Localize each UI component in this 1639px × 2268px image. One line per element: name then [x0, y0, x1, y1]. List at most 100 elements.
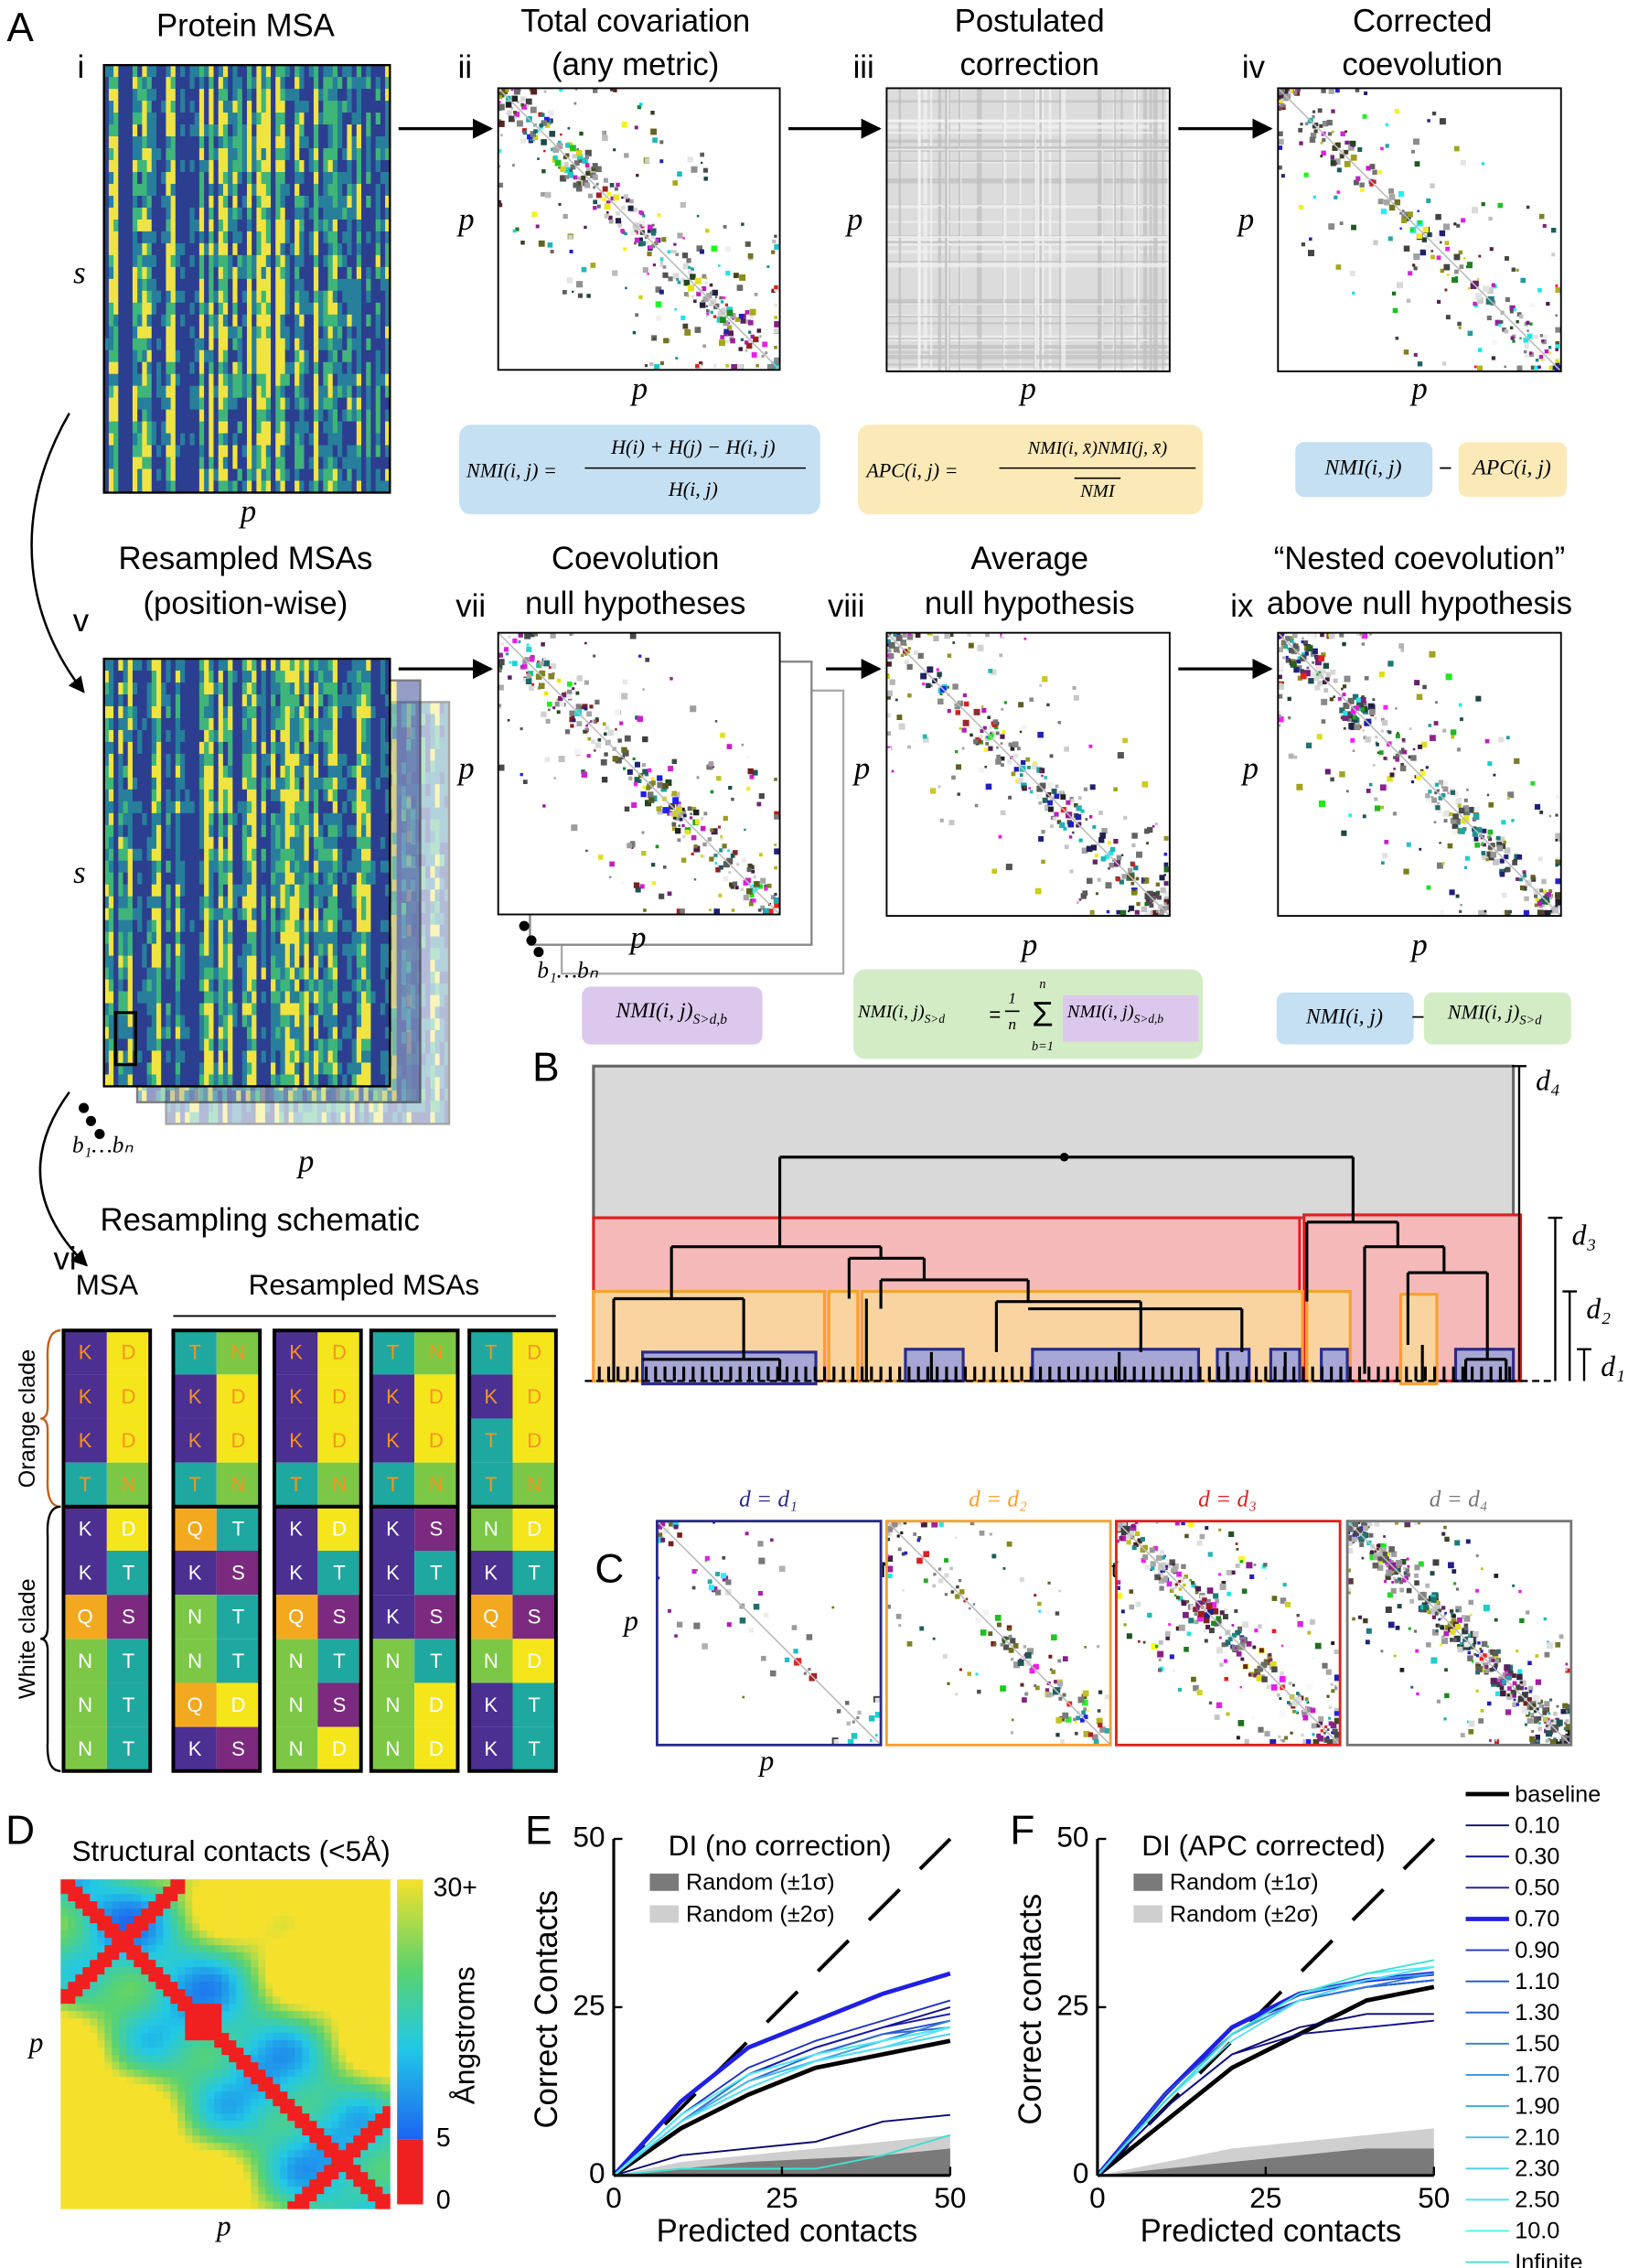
heatmap-cell	[573, 182, 579, 188]
msa-cell	[299, 445, 305, 458]
heatmap-cell	[1519, 337, 1522, 339]
msa-cell	[155, 314, 162, 328]
msa-cell	[284, 373, 291, 387]
heatmap-cell	[717, 310, 723, 317]
heatmap-cell	[1551, 253, 1556, 257]
heatmap-cell	[744, 340, 749, 345]
heatmap-cell	[696, 214, 700, 218]
heatmap-cell	[573, 102, 577, 105]
msa-cell	[123, 445, 129, 458]
msa-cell	[275, 242, 281, 256]
msa-cell	[218, 183, 224, 197]
heatmap-cell	[573, 175, 578, 180]
heatmap-stripe	[1112, 88, 1115, 371]
heatmap-cell	[1427, 231, 1432, 238]
label: NMI(i, x̄)NMI(j, x̄)	[1027, 438, 1168, 458]
msa-cell	[295, 457, 300, 469]
msa-cell	[284, 409, 291, 423]
msa-cell	[166, 409, 172, 423]
msa-cell	[375, 302, 381, 316]
msa-cell	[279, 1112, 284, 1124]
msa-cell	[166, 385, 172, 399]
msa-cell	[299, 124, 305, 137]
msa-cell	[375, 385, 381, 399]
msa-cell	[185, 314, 190, 328]
msa-cell	[237, 65, 243, 78]
heatmap-cell	[547, 242, 553, 248]
heatmap-cell	[1369, 182, 1374, 187]
heatmap-cell	[647, 273, 649, 275]
heatmap-cell	[1303, 172, 1309, 177]
msa-cell	[189, 231, 196, 244]
msa-cell	[180, 373, 186, 387]
heatmap-cell	[613, 148, 616, 152]
msa-cell	[356, 349, 362, 363]
msa-cell	[185, 468, 190, 481]
msa-cell	[127, 160, 134, 173]
heatmap-cell	[1413, 266, 1418, 271]
msa-cell	[385, 409, 391, 423]
msa-cell	[378, 1100, 384, 1113]
msa-cell	[185, 254, 190, 268]
msa-cell	[118, 195, 123, 209]
msa-cell	[151, 254, 157, 268]
msa-cell	[385, 136, 391, 149]
msa-cell	[194, 302, 200, 316]
msa-cell	[103, 480, 110, 493]
heatmap-cell	[567, 171, 574, 178]
heatmap-cell	[522, 130, 528, 135]
msa-cell	[347, 480, 353, 493]
msa-cell	[194, 160, 200, 173]
msa-cell	[166, 65, 172, 78]
msa-cell	[323, 124, 329, 137]
msa-cell	[256, 314, 262, 328]
msa-cell	[213, 136, 220, 149]
msa-cell	[232, 207, 239, 220]
msa-cell	[151, 65, 157, 78]
msa-cell	[218, 113, 224, 125]
msa-cell	[194, 254, 200, 268]
msa-cell	[203, 1100, 209, 1113]
heatmap-cell	[1452, 276, 1459, 284]
msa-cell	[213, 445, 220, 458]
msa-cell	[342, 373, 348, 387]
msa-cell	[151, 373, 157, 387]
heatmap-cell	[751, 352, 757, 358]
heatmap-cell	[1538, 354, 1544, 360]
heatmap-cell	[1430, 183, 1435, 188]
msa-cell	[304, 77, 310, 90]
msa-cell	[113, 148, 119, 161]
msa-cell	[252, 326, 257, 339]
msa-cell	[137, 171, 143, 185]
msa-cell	[232, 242, 239, 256]
msa-cell	[155, 171, 162, 185]
msa-cell	[385, 254, 391, 268]
msa-cell	[370, 231, 377, 244]
msa-cell	[342, 457, 348, 469]
msa-cell	[318, 290, 324, 304]
msa-cell	[155, 195, 162, 209]
msa-cell	[370, 457, 377, 469]
msa-cell	[313, 136, 319, 149]
msa-cell	[194, 195, 200, 209]
msa-cell	[204, 290, 209, 304]
msa-cell	[137, 254, 143, 268]
msa-cell	[113, 409, 119, 423]
msa-cell	[385, 338, 391, 351]
msa-cell	[228, 219, 233, 232]
msa-cell	[256, 254, 262, 268]
msa-cell	[222, 101, 229, 113]
msa-cell	[204, 101, 209, 113]
heatmap-stripe	[976, 88, 979, 371]
msa-cell	[127, 445, 134, 458]
msa-cell	[252, 219, 257, 232]
heatmap-cell	[498, 148, 502, 153]
msa-cell	[161, 409, 166, 423]
msa-cell	[351, 160, 358, 173]
msa-cell	[406, 1112, 412, 1124]
msa-cell	[151, 148, 157, 161]
msa-cell	[209, 314, 214, 328]
msa-cell	[251, 1100, 257, 1113]
heatmap-cell	[570, 164, 576, 170]
label: p	[844, 201, 862, 237]
